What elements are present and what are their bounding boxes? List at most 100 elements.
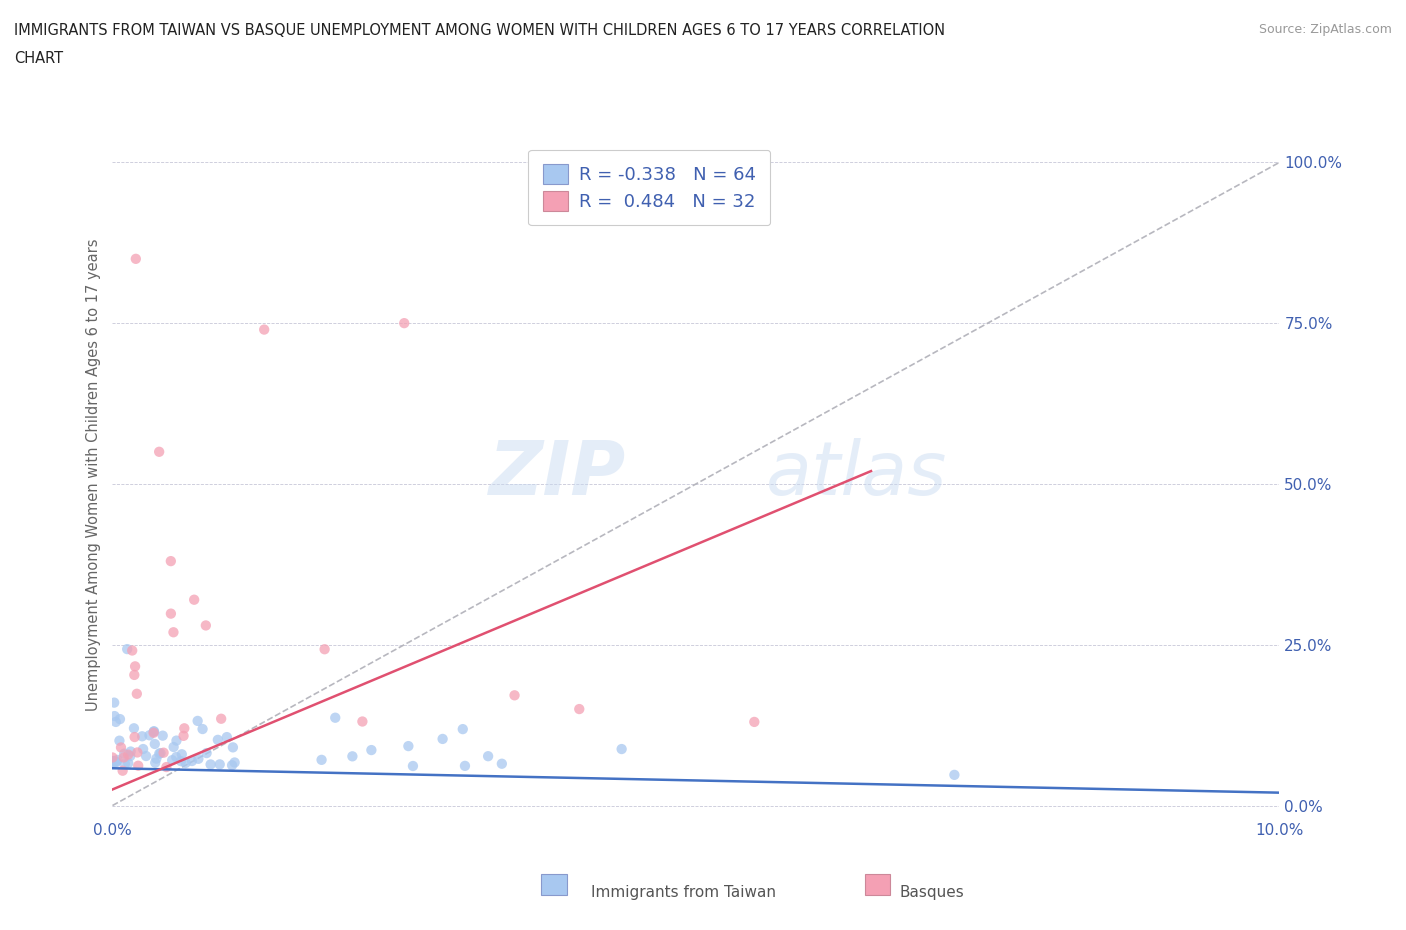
Point — [432, 732, 454, 747]
Point — [352, 714, 374, 729]
Point — [402, 759, 425, 774]
Point — [103, 755, 125, 770]
Point — [165, 750, 187, 764]
Point — [101, 751, 124, 765]
Point — [143, 755, 166, 770]
Point — [148, 445, 170, 459]
Point — [111, 764, 134, 778]
Point — [170, 753, 193, 768]
Point — [187, 751, 209, 766]
Text: Basques: Basques — [900, 885, 965, 900]
Text: IMMIGRANTS FROM TAIWAN VS BASQUE UNEMPLOYMENT AMONG WOMEN WITH CHILDREN AGES 6 T: IMMIGRANTS FROM TAIWAN VS BASQUE UNEMPLO… — [14, 23, 945, 38]
Point — [103, 696, 125, 711]
Point — [105, 754, 128, 769]
Point — [396, 738, 419, 753]
Point — [314, 642, 336, 657]
Point — [122, 721, 145, 736]
Point — [142, 725, 165, 740]
Point — [477, 749, 499, 764]
Point — [173, 721, 195, 736]
Point — [191, 722, 214, 737]
Point — [170, 747, 193, 762]
Point — [221, 758, 243, 773]
Point — [124, 730, 146, 745]
Point — [208, 757, 231, 772]
Point — [152, 745, 174, 760]
Point — [149, 746, 172, 761]
Point — [503, 688, 526, 703]
Point — [127, 745, 149, 760]
Point — [173, 728, 195, 743]
Point — [114, 756, 136, 771]
Point — [222, 740, 245, 755]
Point — [360, 743, 382, 758]
Point — [101, 755, 124, 770]
Point — [311, 752, 333, 767]
Point — [142, 724, 165, 739]
Point — [152, 728, 174, 743]
Point — [120, 744, 142, 759]
Point — [454, 759, 477, 774]
Point — [181, 753, 204, 768]
Point — [160, 553, 183, 568]
Point — [110, 740, 132, 755]
Point — [394, 315, 416, 330]
Text: ZIP: ZIP — [489, 438, 626, 511]
Point — [253, 322, 276, 337]
Point — [112, 746, 135, 761]
Point — [101, 753, 124, 768]
Point — [127, 758, 149, 773]
Point — [610, 741, 633, 756]
Point — [183, 592, 205, 607]
Point — [143, 724, 166, 738]
Point — [124, 668, 146, 683]
Point — [162, 625, 184, 640]
Point — [108, 711, 131, 726]
Point — [215, 730, 238, 745]
Point — [195, 746, 218, 761]
Text: atlas: atlas — [766, 438, 948, 511]
Point — [209, 711, 232, 726]
Point — [135, 749, 157, 764]
Point — [166, 733, 188, 748]
Point — [143, 737, 166, 751]
Point — [163, 739, 186, 754]
Point — [187, 713, 209, 728]
Point — [200, 757, 222, 772]
Point — [342, 749, 364, 764]
Legend: R = -0.338   N = 64, R =  0.484   N = 32: R = -0.338 N = 64, R = 0.484 N = 32 — [529, 150, 770, 225]
Point — [124, 659, 146, 674]
Point — [121, 643, 143, 658]
Point — [160, 606, 183, 621]
Text: CHART: CHART — [14, 51, 63, 66]
Point — [125, 686, 148, 701]
Text: Source: ZipAtlas.com: Source: ZipAtlas.com — [1258, 23, 1392, 36]
Point — [104, 714, 127, 729]
Point — [491, 756, 513, 771]
Point — [155, 760, 177, 775]
Point — [117, 747, 139, 762]
Point — [943, 767, 966, 782]
Point — [112, 750, 135, 764]
Point — [101, 753, 124, 768]
Point — [207, 733, 229, 748]
Point — [108, 733, 131, 748]
Point — [742, 714, 765, 729]
Point — [145, 751, 167, 766]
Point — [138, 728, 160, 743]
Point — [107, 752, 129, 767]
Point — [148, 746, 170, 761]
Point — [120, 749, 142, 764]
Point — [115, 642, 138, 657]
Point — [451, 722, 474, 737]
Point — [224, 755, 246, 770]
Point — [160, 752, 183, 767]
Text: Immigrants from Taiwan: Immigrants from Taiwan — [591, 885, 776, 900]
Point — [103, 709, 125, 724]
Point — [568, 701, 591, 716]
Point — [131, 729, 153, 744]
Point — [101, 754, 124, 769]
Point — [323, 711, 346, 725]
Point — [117, 756, 139, 771]
Point — [125, 251, 148, 266]
